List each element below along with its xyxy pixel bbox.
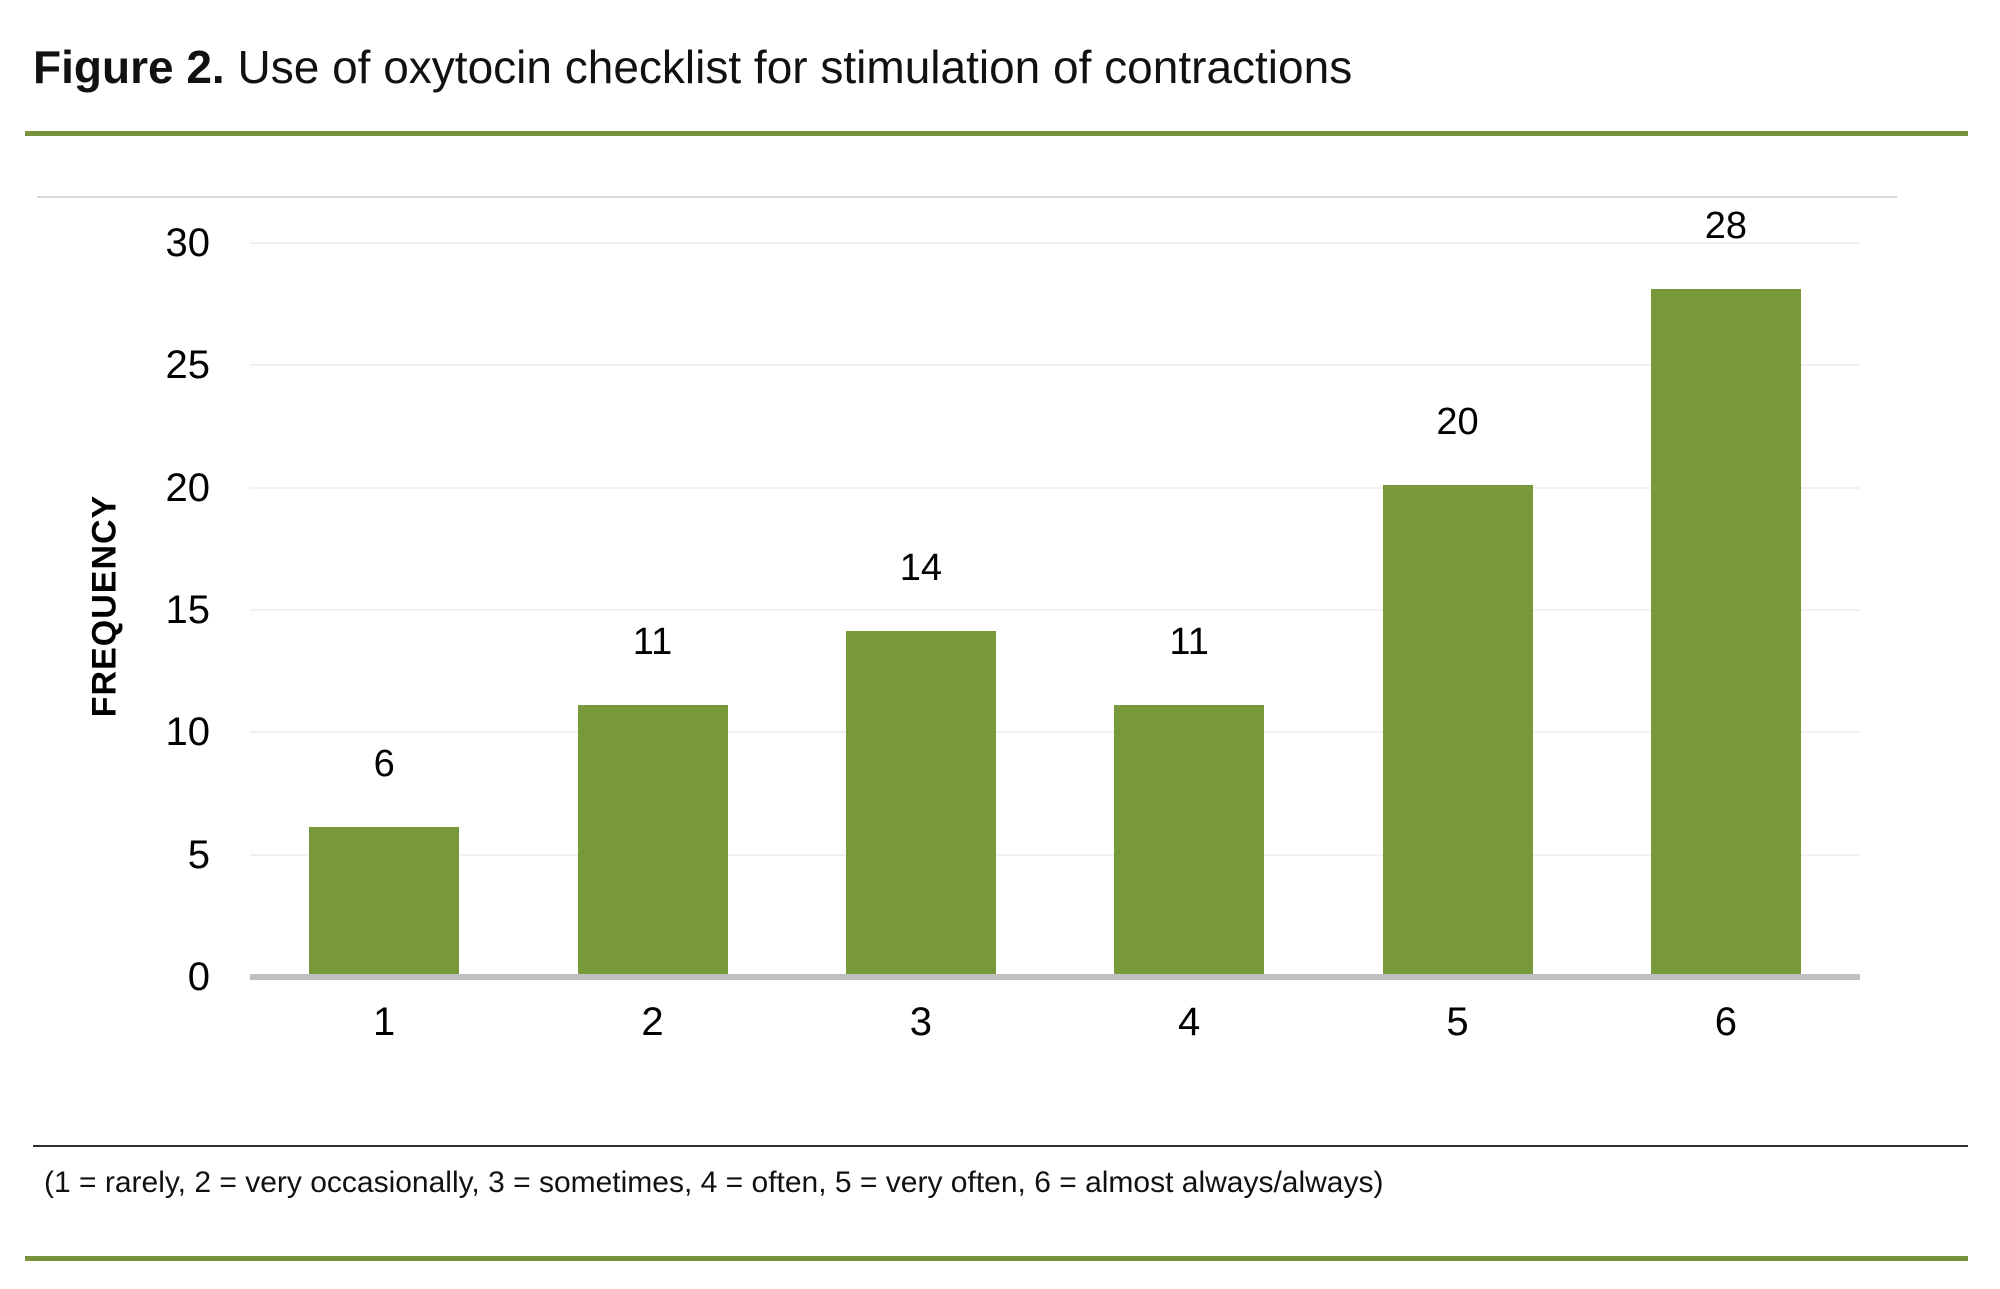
gridline	[250, 853, 1860, 856]
gridline	[250, 242, 1860, 244]
bar-value-label: 14	[899, 547, 942, 590]
bar-value-label: 11	[1169, 620, 1209, 663]
gridline	[250, 609, 1860, 611]
top-green-rule	[25, 131, 1968, 136]
bar-category-2	[577, 704, 728, 974]
bar-value-label: 11	[632, 620, 673, 663]
bar-value-label: 20	[1436, 400, 1479, 443]
x-axis-baseline	[250, 974, 1860, 980]
bottom-green-rule	[25, 1256, 1968, 1261]
y-tick-label: 25	[165, 343, 211, 388]
gridline	[250, 486, 1860, 489]
x-category-label: 6	[1714, 1000, 1737, 1044]
x-category-label: 4	[1178, 1000, 1201, 1044]
gridline	[250, 364, 1860, 367]
x-category-label: 2	[641, 1000, 664, 1044]
y-tick-label: 15	[165, 588, 211, 632]
figure-title-text: Use of oxytocin checklist for stimulatio…	[224, 41, 1353, 93]
gridline	[250, 731, 1860, 734]
x-category-label: 5	[1446, 1000, 1469, 1044]
bar-category-1	[309, 827, 460, 974]
y-tick-label: 20	[165, 465, 211, 510]
figure-footnote: (1 = rarely, 2 = very occasionally, 3 = …	[44, 1166, 1384, 1199]
bar-category-3	[845, 631, 996, 974]
bar-category-5	[1382, 484, 1533, 974]
y-tick-label: 5	[187, 832, 210, 877]
x-category-label: 3	[909, 1000, 932, 1044]
bar-value-label: 6	[373, 743, 395, 786]
y-tick-label: 10	[165, 710, 211, 755]
bar-category-6	[1650, 288, 1801, 974]
bar-value-label: 28	[1704, 204, 1747, 247]
figure-title-prefix: Figure 2.	[33, 41, 225, 93]
figure-title: Figure 2. Use of oxytocin checklist for …	[33, 38, 1352, 96]
y-tick-label: 30	[165, 221, 211, 265]
footnote-divider	[33, 1145, 1968, 1147]
bar-category-4	[1114, 704, 1265, 974]
y-tick-label: 0	[187, 955, 210, 999]
chart-panel-top-border	[37, 196, 1897, 198]
x-category-label: 1	[373, 1000, 396, 1044]
